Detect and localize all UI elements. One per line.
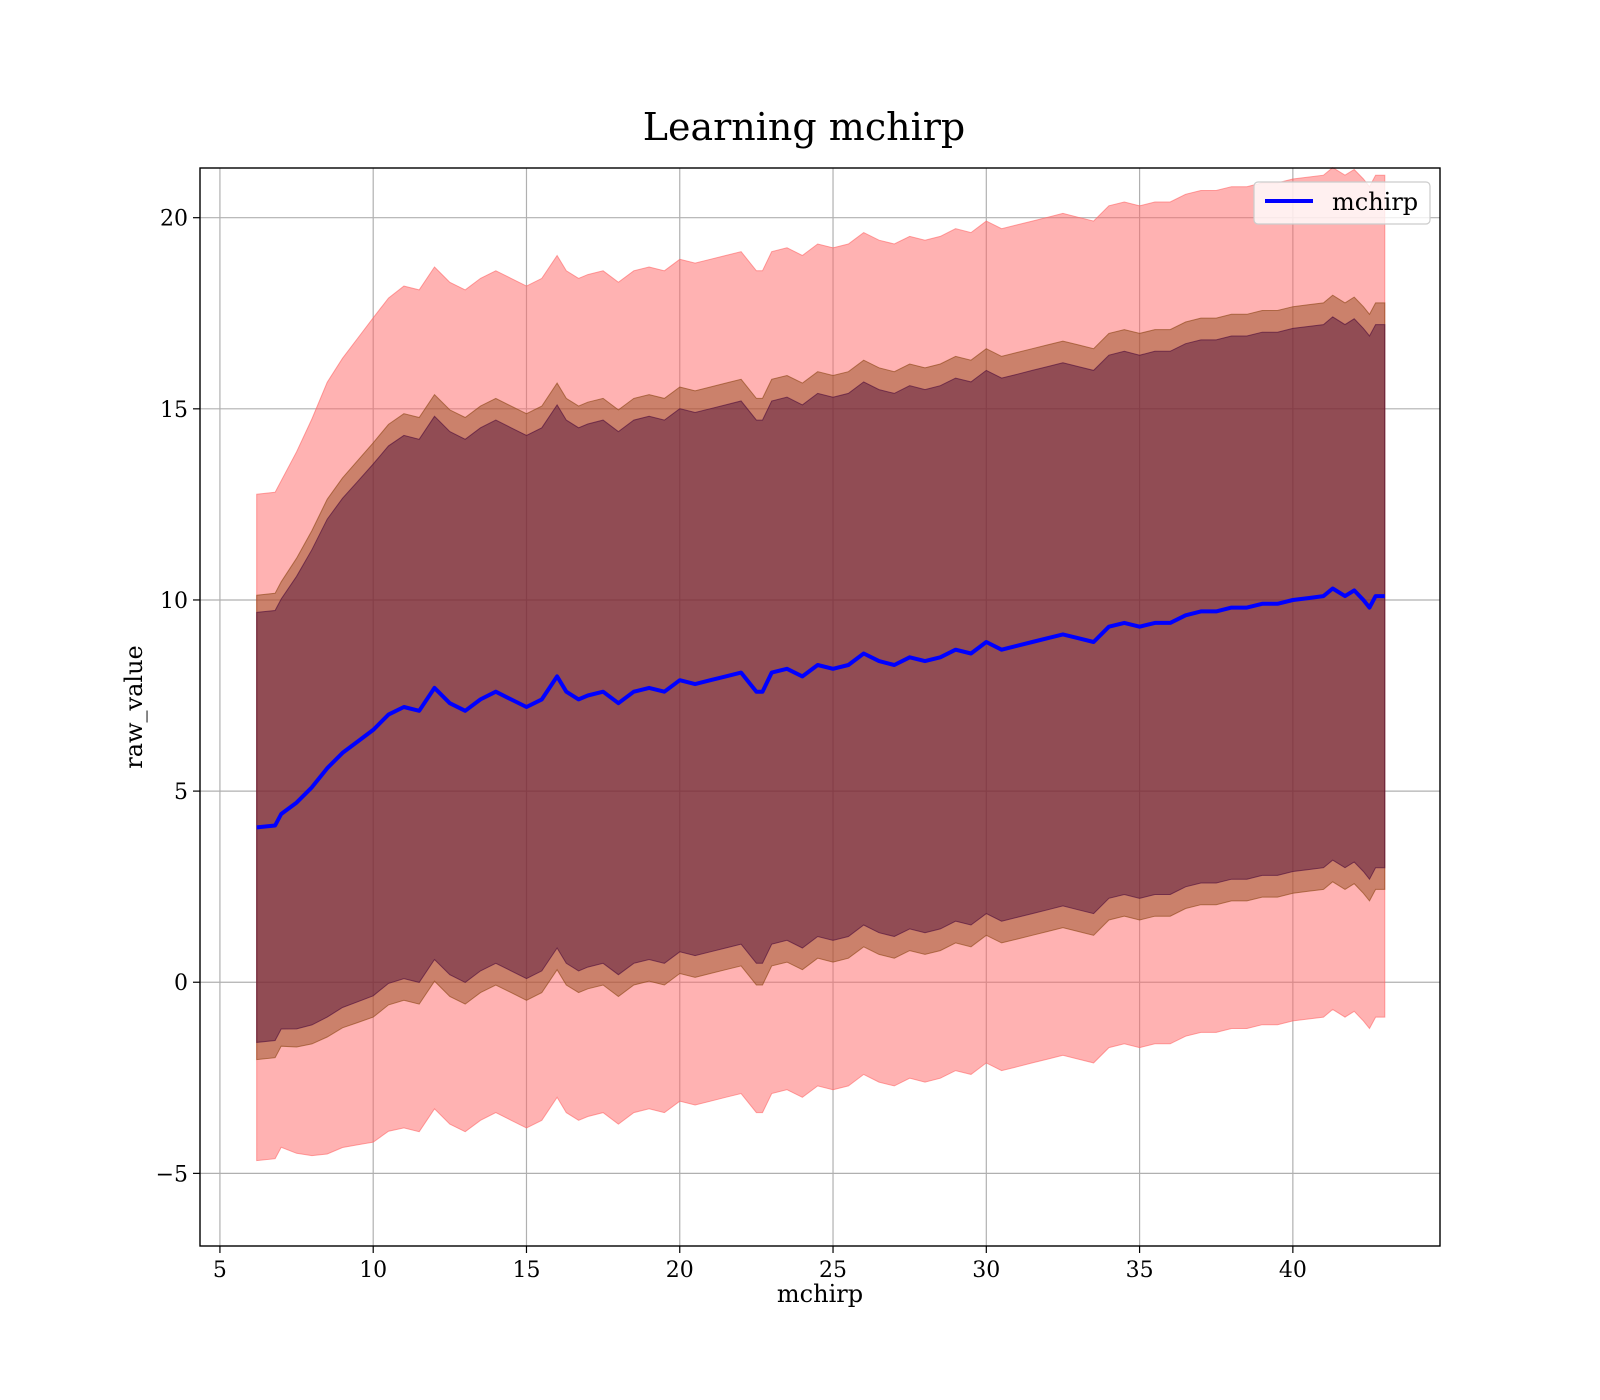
x-tick-label-0: 5 — [213, 1258, 227, 1283]
legend-box — [1253, 181, 1431, 225]
band-middle — [256, 294, 1386, 1061]
band-inner — [256, 316, 1386, 1043]
x-tick-label-1: 10 — [359, 1258, 387, 1283]
legend: mchirp — [1253, 181, 1431, 225]
y-tick-label-3: 10 — [160, 589, 188, 614]
y-tick-label-1: 0 — [174, 971, 188, 996]
x-tick-label-3: 20 — [666, 1258, 694, 1283]
line-layer — [256, 586, 1385, 830]
y-tick-label-0: −5 — [156, 1162, 188, 1187]
confidence-bands — [256, 166, 1386, 1162]
y-axis-ticks: −5 0 5 10 15 20 — [156, 207, 200, 1187]
plot-area — [199, 166, 1441, 1247]
plot-frame — [199, 167, 1441, 1247]
x-tick-label-5: 30 — [972, 1258, 1000, 1283]
x-tick-label-7: 40 — [1279, 1258, 1307, 1283]
y-axis-label: raw_value — [120, 645, 148, 769]
x-tick-label-6: 35 — [1126, 1258, 1154, 1283]
y-tick-label-5: 20 — [160, 207, 188, 232]
y-tick-label-4: 15 — [160, 398, 188, 423]
legend-label-mchirp: mchirp — [1332, 188, 1418, 216]
x-tick-label-4: 25 — [819, 1258, 847, 1283]
series-line-mchirp — [256, 586, 1385, 830]
x-tick-label-2: 15 — [512, 1258, 540, 1283]
chart-title: Learning mchirp — [643, 105, 965, 149]
y-tick-label-2: 5 — [174, 780, 188, 805]
x-axis-ticks: 5 10 15 20 25 30 35 40 — [213, 1246, 1307, 1283]
x-axis-label: mchirp — [777, 1280, 863, 1308]
